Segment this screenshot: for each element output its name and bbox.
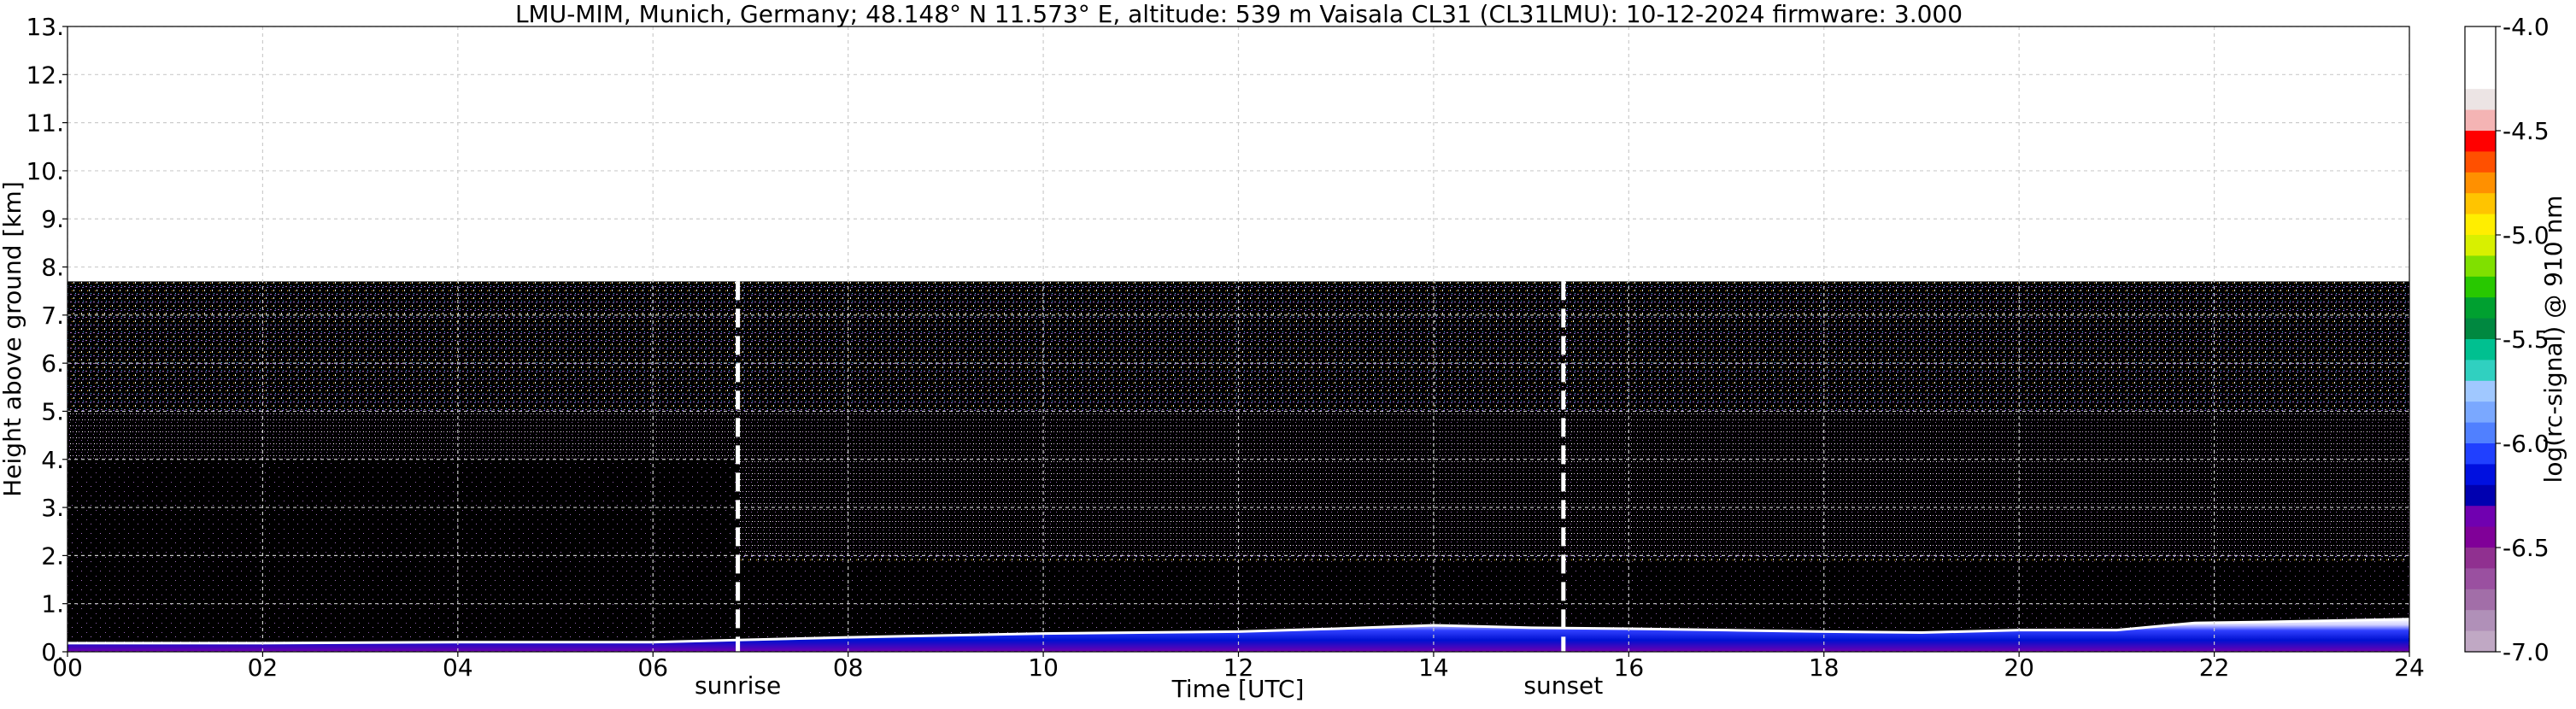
- colorbar-tick-label: -6.5: [2503, 534, 2550, 562]
- colorbar-segment: [2465, 89, 2496, 111]
- colorbar-tick-label: -6.0: [2503, 430, 2550, 458]
- y-tick-label: 1.: [41, 590, 64, 618]
- colorbar-segment: [2465, 151, 2496, 173]
- colorbar-segment: [2465, 422, 2496, 444]
- x-axis: 00 02 04 06 08 10 12 14 16 18 20 22 24: [52, 652, 2425, 682]
- x-tick-label: 08: [833, 653, 864, 682]
- y-tick-label: 5.: [41, 397, 64, 425]
- x-tick-label: 22: [2199, 653, 2230, 682]
- colorbar-tick-label: -4.5: [2503, 117, 2550, 145]
- x-tick-label: 10: [1028, 653, 1059, 682]
- colorbar-segment: [2465, 484, 2496, 507]
- sun-markers: sunrise sunset: [695, 281, 1603, 700]
- colorbar-segment: [2465, 214, 2496, 236]
- colorbar-segment: [2465, 401, 2496, 424]
- colorbar-tick-label: -7.0: [2503, 638, 2550, 666]
- y-tick-label: 10.: [26, 157, 64, 185]
- x-tick-label: 00: [52, 653, 83, 682]
- colorbar-segment: [2465, 548, 2496, 569]
- colorbar-segment: [2465, 360, 2496, 382]
- colorbar-segment: [2465, 67, 2496, 90]
- y-tick-label: 7.: [41, 302, 64, 330]
- x-tick-label: 04: [443, 653, 473, 682]
- colorbar-segment: [2465, 380, 2496, 402]
- x-tick-label: 12: [1223, 653, 1254, 682]
- colorbar-segment: [2465, 255, 2496, 278]
- y-tick-label: 12.: [26, 61, 64, 89]
- sunrise-label: sunrise: [695, 671, 781, 700]
- colorbar-tick-label: -5.5: [2503, 325, 2550, 354]
- x-tick-label: 14: [1418, 653, 1449, 682]
- y-tick-label: 13.: [26, 13, 64, 41]
- y-axis: 0. 1. 2. 3. 4. 5. 6. 7. 8. 9. 10. 11. 12. 13.: [26, 13, 67, 666]
- colorbar-segment: [2465, 506, 2496, 528]
- colorbar-segment: [2465, 464, 2496, 486]
- colorbar-segment: [2465, 297, 2496, 319]
- colorbar-segment: [2465, 235, 2496, 256]
- colorbar-segment: [2465, 568, 2496, 590]
- y-tick-label: 9.: [41, 205, 64, 233]
- y-tick-label: 6.: [41, 349, 64, 378]
- x-tick-label: 24: [2394, 653, 2425, 682]
- colorbar-segment: [2465, 276, 2496, 298]
- sunset-label: sunset: [1523, 671, 1603, 700]
- colorbar-segment: [2465, 47, 2496, 69]
- boundary-layer-top: [67, 618, 2409, 645]
- x-axis-label: Time [UTC]: [1171, 675, 1305, 703]
- x-tick-label: 20: [2004, 653, 2034, 682]
- y-tick-label: 2.: [41, 542, 64, 570]
- colorbar-segment: [2465, 26, 2496, 48]
- colorbar-segment: [2465, 526, 2496, 548]
- x-tick-label: 18: [1809, 653, 1840, 682]
- colorbar-segment: [2465, 610, 2496, 632]
- colorbar-segment: [2465, 589, 2496, 611]
- colorbar-segment: [2465, 172, 2496, 194]
- colorbar-segment: [2465, 318, 2496, 340]
- colorbar-label: log(rc-signal) @ 910 nm: [2539, 196, 2567, 483]
- y-tick-label: 0.: [41, 638, 64, 666]
- plot-area: sunrise sunset: [67, 26, 2410, 700]
- y-tick-label: 4.: [41, 446, 64, 474]
- colorbar-segment: [2465, 131, 2496, 152]
- colorbar-segment: [2465, 339, 2496, 360]
- chart-title: LMU-MIM, Munich, Germany; 48.148° N 11.5…: [515, 0, 1963, 28]
- y-tick-label: 3.: [41, 494, 64, 522]
- y-tick-label: 11.: [26, 109, 64, 138]
- colorbar-tick-label: -5.0: [2503, 221, 2550, 249]
- colorbar-segment: [2465, 630, 2496, 653]
- grid-lines: [67, 26, 2409, 652]
- colorbar-segment: [2465, 109, 2496, 132]
- colorbar-tick-label: -4.0: [2503, 13, 2550, 41]
- colorbar: -4.0 -4.5 -5.0 -5.5 -6.0 -6.5 -7.0: [2464, 13, 2550, 666]
- y-tick-label: 8.: [41, 254, 64, 282]
- x-tick-label: 06: [637, 653, 668, 682]
- colorbar-segment: [2465, 443, 2496, 465]
- x-tick-label: 02: [248, 653, 279, 682]
- x-tick-label: 16: [1614, 653, 1645, 682]
- y-axis-label: Height above ground [km]: [0, 181, 26, 497]
- colorbar-segment: [2465, 193, 2496, 215]
